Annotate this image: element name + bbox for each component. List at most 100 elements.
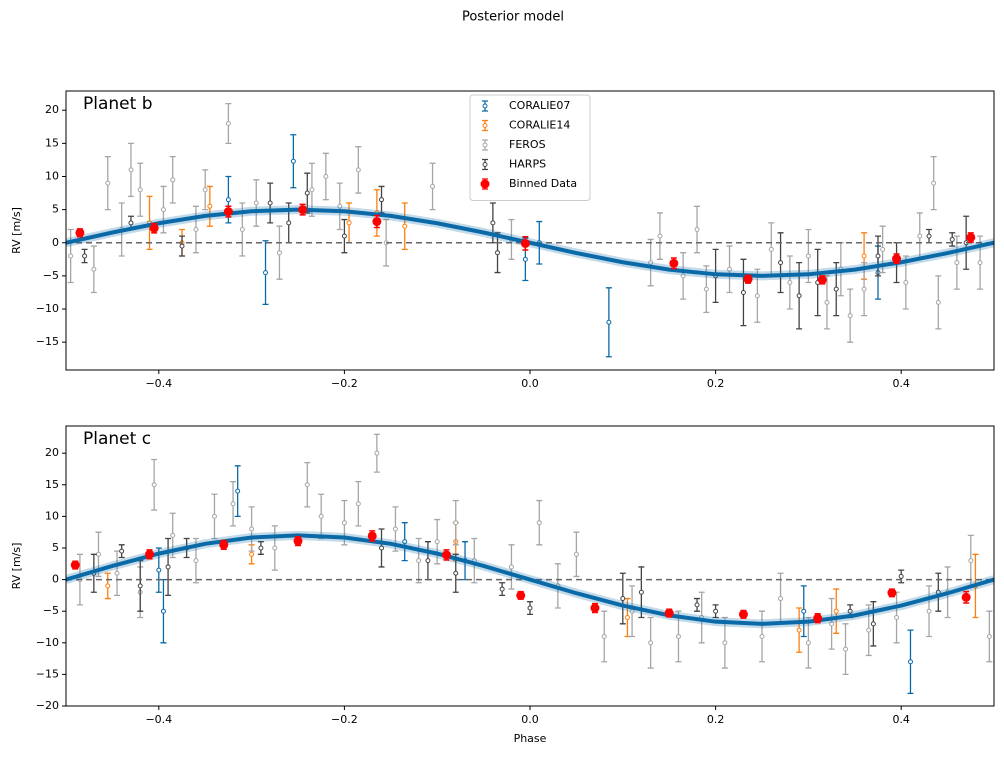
data-point (239, 227, 245, 233)
data-point (202, 187, 208, 193)
data-point (82, 253, 88, 259)
data-point (894, 615, 900, 621)
data-point (318, 513, 324, 519)
data-point (253, 200, 259, 206)
data-point (664, 608, 674, 618)
data-point (225, 197, 231, 203)
x-axis-label: Phase (514, 732, 547, 745)
data-point (490, 220, 496, 226)
data-point (977, 260, 983, 266)
legend-label: HARPS (509, 158, 546, 171)
data-point (156, 567, 162, 573)
data-point (114, 570, 120, 576)
data-point (887, 588, 897, 598)
x-tick-label: 0.0 (521, 377, 539, 390)
data-point (738, 609, 748, 619)
data-point (293, 536, 303, 546)
data-point (520, 238, 530, 248)
x-tick-label: 0.4 (892, 377, 910, 390)
y-axis-label: RV [m/s] (10, 543, 23, 590)
y-tick-label: −10 (36, 636, 59, 649)
legend-swatch (482, 103, 488, 109)
data-point (880, 246, 886, 252)
data-point (740, 289, 746, 295)
data-point (713, 608, 719, 614)
data-point (290, 158, 296, 164)
model-curve (66, 207, 994, 278)
data-point (949, 236, 955, 242)
data-point (601, 633, 607, 639)
data-point (824, 299, 830, 305)
data-point (680, 273, 686, 279)
data-point (128, 167, 134, 173)
x-tick-label: 0.0 (521, 713, 539, 726)
data-point (416, 558, 422, 564)
axes-frame (65, 425, 995, 707)
legend-swatch (482, 142, 488, 148)
y-tick-label: 20 (45, 103, 59, 116)
data-point (727, 266, 733, 272)
data-point (536, 520, 542, 526)
data-point (892, 254, 902, 264)
data-point (898, 573, 904, 579)
data-point (508, 564, 514, 570)
legend-swatch (480, 179, 490, 189)
data-point (935, 299, 941, 305)
data-point (105, 180, 111, 186)
data-point (128, 220, 134, 226)
y-tick-label: 15 (45, 136, 59, 149)
panel-title: Planet b (83, 94, 153, 114)
data-point (249, 526, 255, 532)
data-point (430, 183, 436, 189)
legend: CORALIE07 CORALIE14 FEROS HARPS Binned Data (469, 94, 591, 201)
data-point (638, 589, 644, 595)
legend-swatch (482, 123, 488, 128)
data-point (355, 167, 361, 173)
data-point (861, 286, 867, 292)
data-point (522, 256, 528, 262)
data-point (917, 233, 923, 239)
data-point (267, 200, 273, 206)
data-point (796, 293, 802, 299)
data-point (516, 590, 526, 600)
y-tick-label: −20 (36, 699, 59, 712)
data-point (694, 602, 700, 608)
y-tick-label: −5 (43, 269, 59, 282)
legend-label: Binned Data (509, 177, 577, 190)
data-point (425, 558, 431, 564)
data-point (207, 203, 213, 209)
data-point (211, 513, 217, 519)
data-point (907, 659, 913, 665)
data-point (743, 274, 753, 284)
data-point (323, 173, 329, 179)
data-point (337, 203, 343, 209)
data-point (392, 526, 398, 532)
y-tick-label: 5 (52, 203, 59, 216)
data-point (833, 608, 839, 614)
data-point (160, 207, 166, 213)
data-point (219, 540, 229, 550)
data-point (870, 621, 876, 627)
data-point (759, 633, 765, 639)
data-point (170, 177, 176, 183)
legend-label: CORALIE07 (509, 99, 570, 112)
data-point (160, 608, 166, 614)
data-point (341, 520, 347, 526)
data-point (866, 627, 872, 633)
data-point (145, 549, 155, 559)
data-point (304, 190, 310, 196)
data-point (813, 613, 823, 623)
data-point (298, 205, 308, 215)
y-tick-label: 10 (45, 509, 59, 522)
data-point (931, 180, 937, 186)
data-point (847, 313, 853, 319)
data-point (309, 187, 315, 193)
data-point (441, 550, 451, 560)
data-point (137, 583, 143, 589)
data-point (223, 207, 233, 217)
data-point (805, 253, 811, 259)
data-point (926, 608, 932, 614)
data-point (606, 319, 612, 325)
data-point (105, 583, 111, 589)
